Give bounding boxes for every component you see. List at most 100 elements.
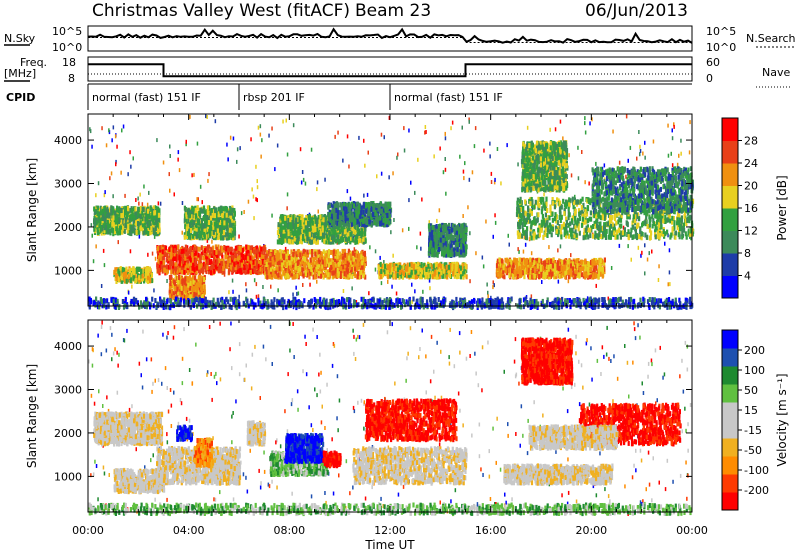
data-cell	[258, 245, 262, 251]
noise-cell	[130, 164, 132, 169]
noise-cell	[191, 173, 193, 178]
data-cell	[339, 254, 342, 260]
data-cell	[176, 268, 179, 274]
data-cell	[211, 212, 214, 218]
data-cell	[184, 265, 187, 271]
data-cell	[289, 235, 292, 241]
freq-strip: Freq. [MHz] 18 8 60 0 Nave	[4, 56, 790, 88]
data-cell	[172, 284, 175, 290]
data-cell	[231, 232, 235, 238]
noise-cell	[586, 296, 589, 301]
data-cell	[201, 266, 204, 272]
data-cell	[149, 269, 152, 275]
data-cell	[321, 237, 324, 243]
data-cell	[116, 205, 119, 211]
noise-cell	[422, 289, 424, 294]
data-cell	[192, 293, 195, 299]
noise-cell	[236, 159, 238, 164]
data-cell	[143, 223, 146, 229]
noise-cell	[346, 134, 349, 139]
data-cell	[206, 215, 209, 220]
data-cell	[337, 239, 340, 245]
data-cell	[251, 269, 255, 275]
noise-cell	[257, 294, 260, 299]
data-cell	[171, 263, 174, 269]
data-cell	[224, 263, 227, 269]
data-cell	[232, 222, 235, 228]
data-cell	[143, 278, 146, 284]
data-cell	[191, 222, 194, 228]
data-cell	[200, 229, 203, 235]
data-cell	[357, 271, 360, 277]
data-cell	[280, 215, 283, 221]
data-cell	[264, 255, 267, 261]
data-cell	[356, 265, 359, 270]
noise-cell	[444, 167, 447, 172]
data-cell	[185, 211, 188, 217]
data-cell	[304, 267, 307, 273]
data-cell	[280, 232, 283, 238]
data-cell	[321, 271, 324, 277]
data-cell	[224, 232, 227, 238]
data-cell	[166, 253, 169, 258]
data-cell	[122, 272, 125, 277]
data-cell	[219, 208, 222, 214]
data-cell	[278, 266, 281, 272]
data-cell	[224, 212, 227, 218]
data-cell	[320, 252, 323, 258]
data-cell	[355, 239, 358, 245]
noise-cell	[115, 159, 117, 164]
data-cell	[233, 230, 237, 236]
noise-cell	[256, 198, 258, 203]
noise-cell	[196, 197, 198, 202]
data-cell	[200, 295, 203, 301]
data-cell	[125, 266, 128, 272]
noise-cell	[646, 257, 649, 262]
data-cell	[318, 249, 321, 255]
noise-cell	[629, 145, 632, 150]
data-cell	[187, 295, 190, 301]
data-cell	[291, 274, 294, 280]
noise-cell	[116, 144, 118, 149]
data-cell	[269, 256, 272, 262]
data-cell	[349, 253, 353, 259]
data-cell	[306, 272, 309, 278]
data-cell	[98, 211, 101, 217]
data-cell	[288, 264, 291, 270]
noise-cell	[541, 280, 543, 284]
data-cell	[281, 253, 284, 259]
noise-cell	[232, 289, 234, 294]
data-cell	[152, 219, 155, 225]
data-cell	[171, 257, 175, 263]
freq-tick-bottom: 8	[68, 72, 75, 85]
data-cell	[309, 270, 312, 276]
data-cell	[171, 260, 174, 266]
noise-cell	[317, 209, 319, 214]
data-cell	[210, 208, 213, 213]
data-cell	[153, 210, 156, 216]
data-cell	[116, 214, 119, 220]
data-cell	[231, 212, 234, 218]
data-cell	[145, 266, 148, 272]
data-cell	[315, 266, 318, 272]
data-cell	[205, 218, 208, 224]
data-cell	[112, 215, 115, 221]
data-cell	[119, 229, 122, 235]
data-cell	[312, 256, 316, 262]
data-cell	[206, 205, 209, 211]
noise-cell	[299, 147, 302, 152]
data-cell	[349, 264, 352, 270]
data-cell	[211, 209, 215, 215]
data-cell	[343, 271, 346, 277]
noise-cell	[526, 125, 529, 130]
data-cell	[149, 226, 152, 232]
noise-cell	[417, 157, 419, 162]
data-cell	[206, 226, 209, 232]
data-cell	[178, 259, 181, 265]
data-cell	[194, 231, 197, 237]
data-cell	[248, 251, 251, 256]
data-cell	[314, 251, 317, 257]
data-cell	[200, 285, 203, 290]
data-cell	[221, 218, 224, 223]
noise-cell	[396, 155, 398, 160]
